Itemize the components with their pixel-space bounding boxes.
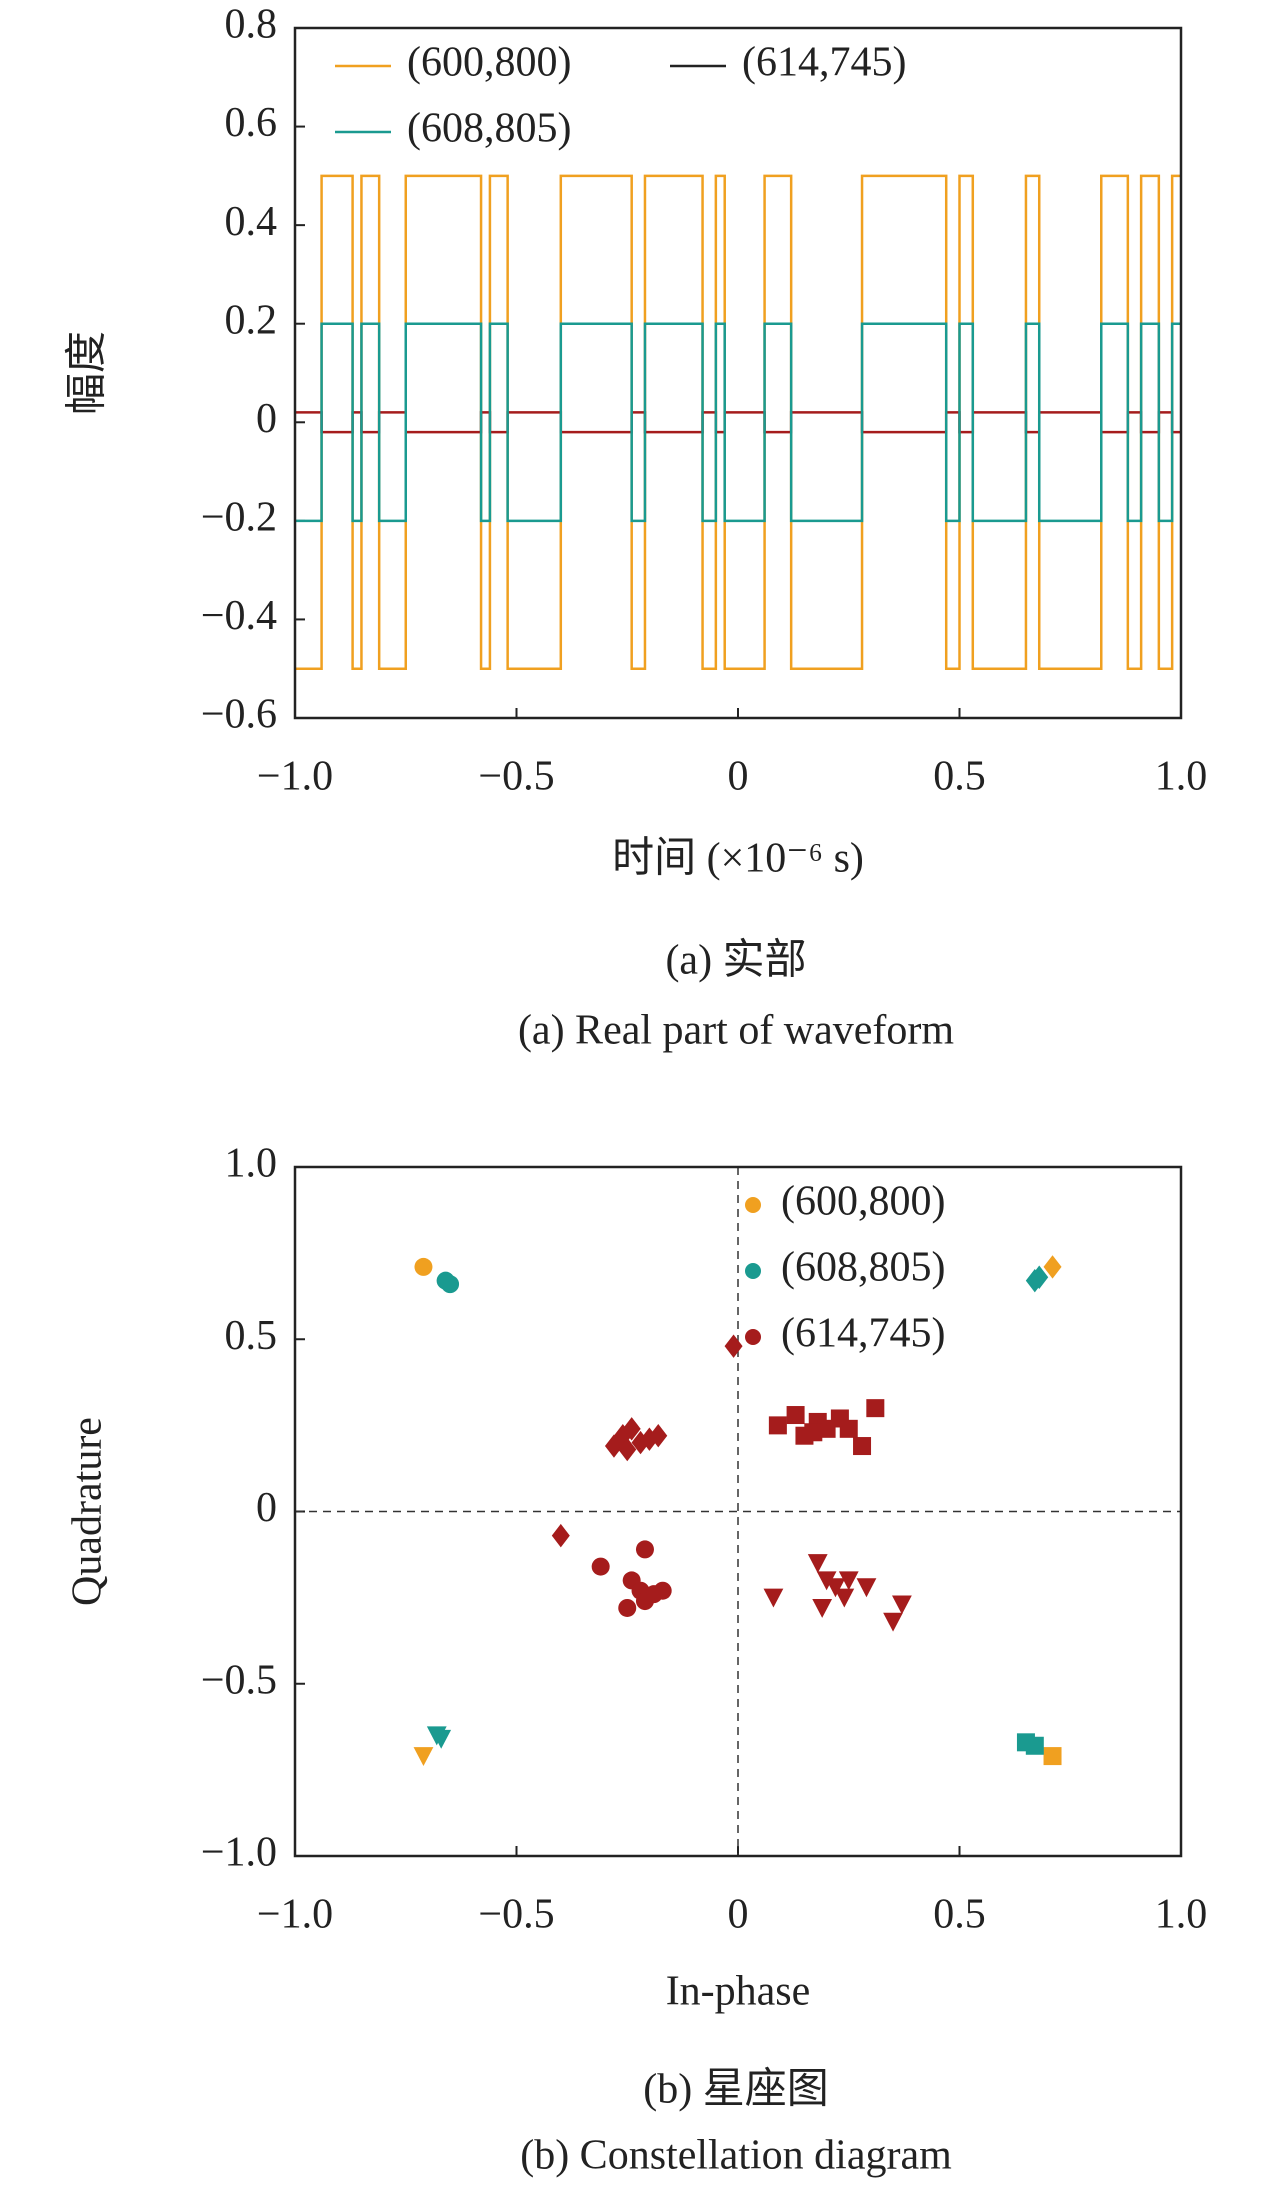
- legend-label: (614,745): [742, 40, 906, 86]
- point: [763, 1588, 784, 1608]
- point: [812, 1598, 833, 1618]
- y-tick-label: −1.0: [201, 1830, 277, 1876]
- y-tick-label: 0.5: [225, 1313, 278, 1359]
- point: [622, 1417, 641, 1441]
- point: [618, 1437, 637, 1462]
- legend-label: (600,800): [781, 1179, 945, 1225]
- series-line: [295, 322, 1181, 523]
- y-tick-label: −0.6: [201, 692, 277, 738]
- point: [786, 1406, 805, 1425]
- legend-label: (614,745): [781, 1311, 945, 1357]
- point: [856, 1578, 877, 1598]
- y-tick-label: −0.4: [201, 593, 277, 639]
- y-axis-label: Quadrature: [65, 1417, 111, 1606]
- point: [618, 1598, 637, 1617]
- point: [853, 1437, 872, 1456]
- legend-label: (600,800): [407, 40, 571, 86]
- caption: (b) 星座图: [643, 2066, 828, 2113]
- point: [1025, 1736, 1044, 1755]
- legend-swatch: [745, 1197, 761, 1213]
- point: [816, 1571, 837, 1591]
- legend-swatch: [745, 1329, 761, 1345]
- caption: (a) 实部: [665, 937, 806, 984]
- point: [413, 1747, 434, 1766]
- y-tick-label: −0.2: [201, 494, 277, 540]
- legend-label: (608,805): [781, 1245, 945, 1291]
- point: [1043, 1255, 1062, 1279]
- point: [635, 1540, 654, 1559]
- point: [883, 1612, 903, 1632]
- y-tick-label: 0: [256, 396, 277, 442]
- point: [838, 1571, 859, 1591]
- x-tick-label: 1.0: [1155, 1892, 1208, 1938]
- point: [640, 1427, 659, 1451]
- x-tick-label: 0: [728, 1892, 749, 1938]
- x-tick-label: −1.0: [257, 754, 333, 800]
- point: [804, 1423, 823, 1442]
- y-tick-label: 0: [256, 1485, 277, 1531]
- point: [441, 1275, 460, 1294]
- y-tick-label: −0.5: [201, 1657, 277, 1703]
- point: [724, 1334, 743, 1358]
- point: [892, 1595, 912, 1615]
- point: [431, 1729, 452, 1749]
- point: [1043, 1747, 1062, 1766]
- y-axis-label: 幅度: [65, 331, 111, 415]
- x-tick-label: −0.5: [478, 1892, 554, 1938]
- series-line: [295, 411, 1181, 434]
- point: [768, 1416, 787, 1435]
- point: [807, 1554, 828, 1574]
- x-tick-label: 0: [728, 754, 749, 800]
- point: [834, 1588, 855, 1608]
- point: [649, 1424, 668, 1448]
- y-tick-label: 0.6: [225, 100, 278, 146]
- point: [414, 1257, 433, 1276]
- point: [825, 1578, 846, 1598]
- y-tick-label: 0.8: [225, 2, 278, 48]
- y-tick-label: 0.2: [225, 297, 278, 343]
- point: [551, 1523, 570, 1548]
- x-axis-label: In-phase: [666, 1969, 811, 2015]
- point: [1030, 1265, 1049, 1289]
- point: [591, 1557, 610, 1576]
- x-tick-label: 0.5: [933, 754, 986, 800]
- point: [604, 1434, 623, 1458]
- point: [653, 1581, 672, 1600]
- caption-en: (a) Real part of waveform: [518, 1008, 954, 1054]
- y-tick-label: 1.0: [225, 1141, 278, 1187]
- x-axis-label: 时间 (×10⁻⁶ s): [612, 836, 864, 882]
- x-tick-label: 1.0: [1155, 754, 1208, 800]
- y-tick-label: 0.4: [225, 199, 278, 245]
- plot-frame: [293, 1165, 1183, 1858]
- plot-frame: [293, 26, 1183, 720]
- series-line: [295, 174, 1181, 670]
- point: [866, 1399, 885, 1418]
- x-tick-label: −1.0: [257, 1892, 333, 1938]
- point: [839, 1419, 858, 1438]
- caption-en: (b) Constellation diagram: [520, 2133, 952, 2179]
- legend-label: (608,805): [407, 106, 571, 152]
- x-tick-label: 0.5: [933, 1892, 986, 1938]
- legend-swatch: [745, 1263, 761, 1279]
- x-tick-label: −0.5: [478, 754, 554, 800]
- point: [635, 1592, 654, 1611]
